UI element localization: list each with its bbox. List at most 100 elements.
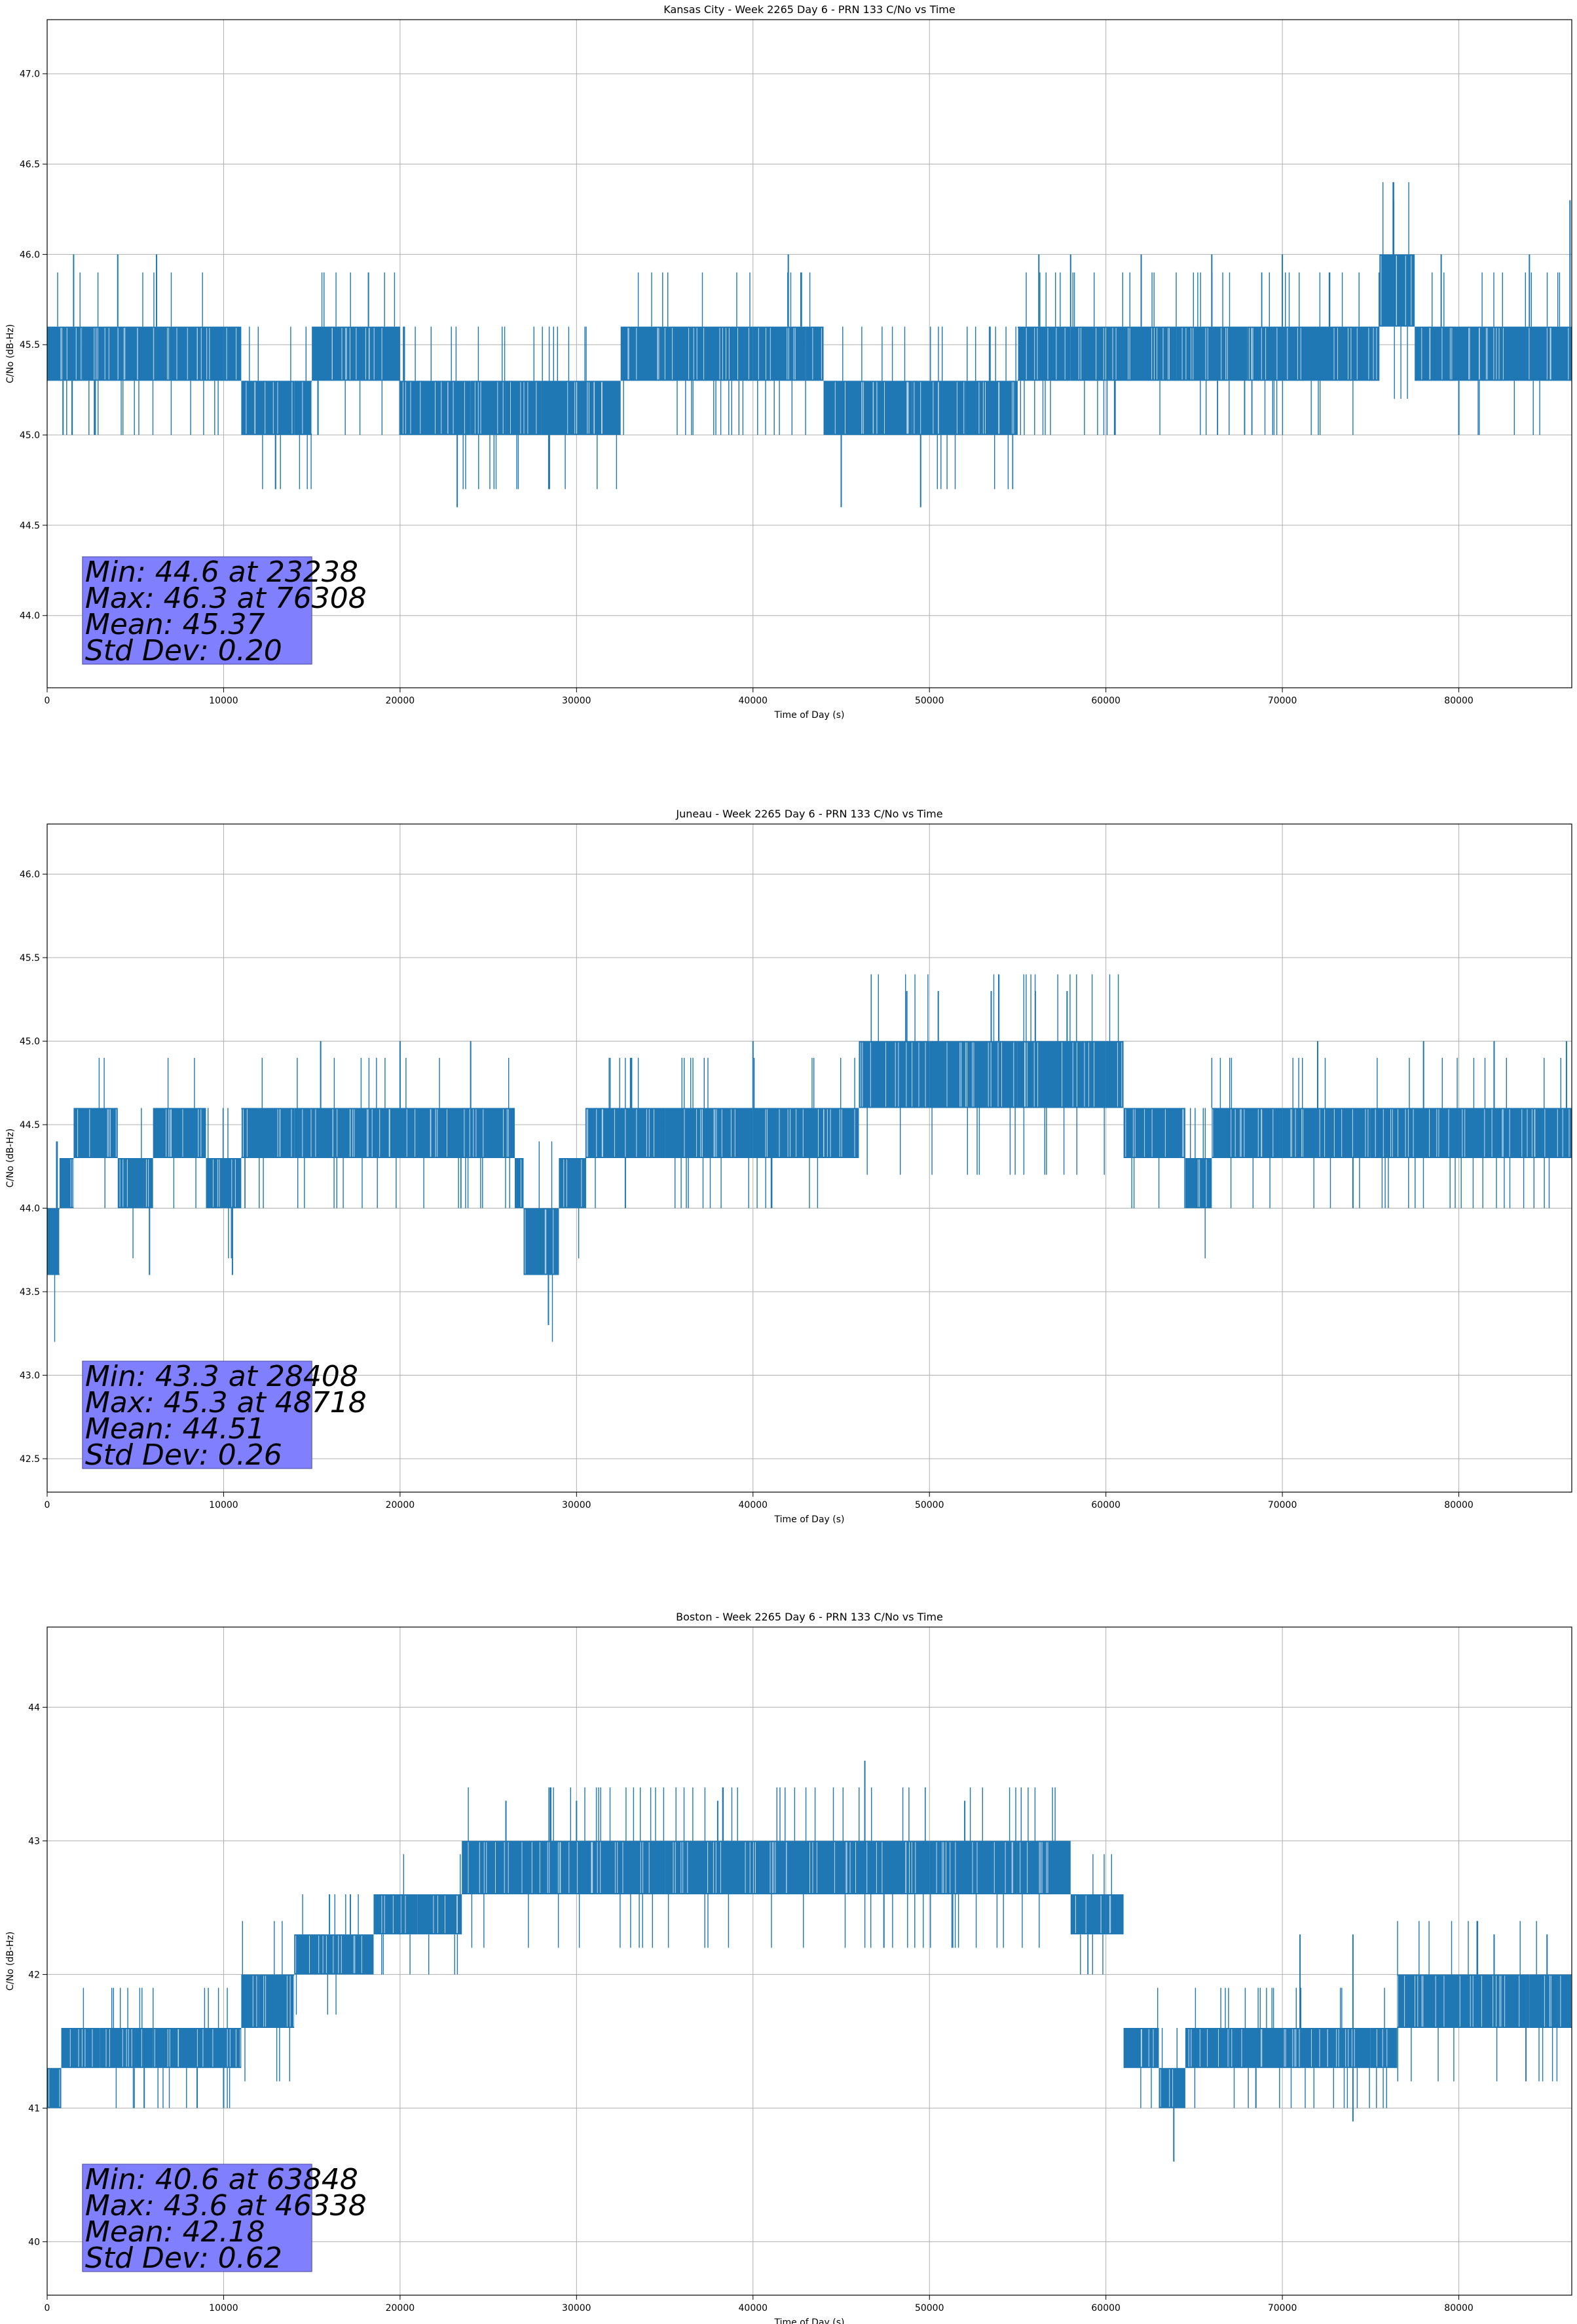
stats-line: Min: 43.3 at 28408 (85, 1360, 358, 1393)
data-band (47, 1208, 60, 1275)
data-band (373, 1894, 418, 1935)
x-tick-label: 30000 (562, 696, 591, 706)
data-band (117, 326, 153, 381)
data-band (1458, 1974, 1530, 2028)
data-band (294, 381, 312, 436)
stats-line: Min: 40.6 at 63848 (85, 2163, 358, 2196)
data-band (1229, 2028, 1301, 2069)
data-band (1370, 2028, 1398, 2069)
data-band (294, 1108, 365, 1158)
data-band (965, 381, 1018, 436)
data-band (515, 1158, 524, 1209)
data-band (1529, 1974, 1572, 2028)
data-band (312, 326, 365, 381)
stats-line: Mean: 44.51 (85, 1412, 265, 1446)
data-band (82, 326, 118, 381)
data-band (294, 1934, 339, 1975)
y-tick-label: 43.5 (20, 1287, 40, 1298)
data-band (1185, 1158, 1212, 1209)
x-tick-label: 40000 (739, 1500, 768, 1510)
axes-frame (46, 823, 1572, 1493)
data-band (1212, 1108, 1283, 1158)
data-band (223, 326, 242, 381)
chart-title: Boston - Week 2265 Day 6 - PRN 133 C/No … (676, 1611, 943, 1623)
data-band (1159, 1108, 1185, 1158)
data-band (665, 1841, 753, 1894)
data-texture (48, 1842, 1572, 2107)
x-tick-label: 80000 (1444, 1500, 1474, 1510)
data-band (841, 1841, 930, 1894)
stats-line: Min: 44.6 at 23238 (85, 555, 358, 589)
data-series (47, 974, 1572, 1342)
chart-panel-1: Kansas City - Week 2265 Day 6 - PRN 133 … (5, 3, 1572, 721)
data-band (594, 381, 621, 436)
x-tick-label: 30000 (562, 2303, 591, 2314)
y-tick-label: 45.5 (20, 340, 40, 350)
x-tick-label: 70000 (1268, 696, 1297, 706)
x-tick-label: 20000 (386, 2303, 415, 2314)
x-tick-label: 50000 (915, 696, 944, 706)
x-tick-label: 60000 (1091, 1500, 1121, 1510)
x-tick-label: 40000 (739, 696, 768, 706)
y-tick-label: 43.0 (20, 1371, 40, 1381)
data-band (665, 1108, 753, 1158)
data-band (1300, 2028, 1371, 2069)
y-tick-label: 44 (28, 1702, 40, 1713)
data-band (73, 1108, 118, 1158)
stats-line: Mean: 45.37 (85, 608, 265, 641)
data-band (338, 1934, 374, 1975)
stats-line: Max: 43.6 at 46338 (85, 2189, 367, 2222)
data-band (241, 1108, 295, 1158)
y-tick-label: 45.0 (20, 430, 40, 441)
stats-box (82, 556, 312, 665)
x-tick-label: 0 (45, 2303, 50, 2314)
data-band (876, 381, 912, 436)
data-band (153, 2028, 206, 2069)
data-band (417, 1894, 462, 1935)
y-tick-label: 43 (28, 1836, 40, 1846)
data-band (1123, 1108, 1159, 1158)
data-noise (83, 1787, 1558, 2108)
x-tick-label: 50000 (915, 1500, 944, 1510)
data-band (435, 1108, 515, 1158)
x-tick-label: 70000 (1268, 1500, 1297, 1510)
data-band (153, 326, 189, 381)
data-band (682, 326, 753, 381)
data-band (1150, 2028, 1159, 2069)
x-tick-label: 30000 (562, 1500, 591, 1510)
data-band (1397, 1974, 1459, 2028)
data-band (206, 2028, 242, 2069)
x-tick-label: 0 (45, 1500, 50, 1510)
data-band (1105, 1894, 1124, 1935)
data-band (1123, 2028, 1151, 2069)
stats-line: Mean: 42.18 (85, 2215, 265, 2249)
data-band (365, 326, 400, 381)
axes-frame (46, 19, 1572, 688)
data-band (1415, 326, 1477, 381)
stats-line: Std Dev: 0.62 (85, 2241, 282, 2275)
chart-panel-3: Boston - Week 2265 Day 6 - PRN 133 C/No … (5, 1611, 1572, 2324)
y-axis-label: C/No (dB-Hz) (5, 1932, 16, 1991)
data-band (506, 1841, 577, 1894)
data-band (1318, 326, 1380, 381)
data-band (1370, 1108, 1459, 1158)
stats-line: Std Dev: 0.20 (85, 634, 282, 667)
stats-line: Max: 45.3 at 48718 (85, 1386, 367, 1419)
axes-frame (46, 1626, 1572, 2296)
data-noise (57, 182, 1561, 489)
data-band (1379, 254, 1415, 327)
x-axis-label: Time of Day (s) (774, 2317, 845, 2324)
data-band (1476, 326, 1572, 381)
data-band (823, 381, 877, 436)
data-band (559, 1158, 585, 1209)
data-band (470, 381, 506, 436)
y-tick-label: 45.0 (20, 1037, 40, 1047)
y-tick-label: 46.5 (20, 160, 40, 170)
x-tick-label: 60000 (1091, 2303, 1121, 2314)
y-tick-label: 40 (28, 2237, 40, 2247)
x-tick-label: 10000 (209, 696, 238, 706)
y-tick-label: 46.0 (20, 870, 40, 880)
y-axis-label: C/No (dB-Hz) (5, 324, 16, 383)
data-band (523, 1208, 559, 1275)
